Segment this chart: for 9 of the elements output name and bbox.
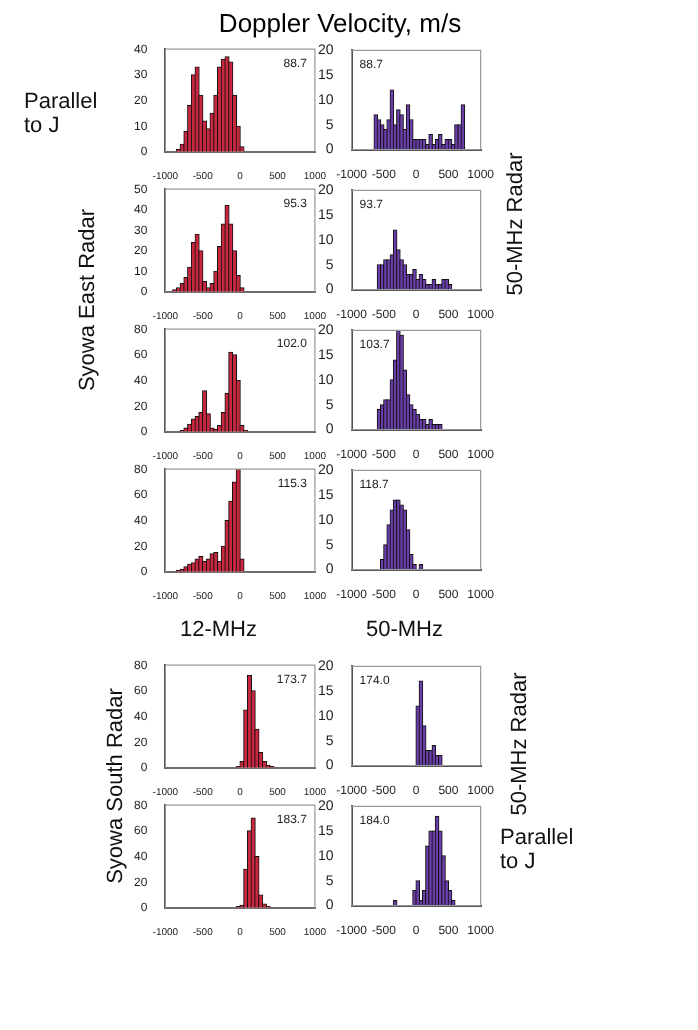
text: Syowa South Radar — [104, 688, 128, 884]
text: 50-MHz Radar — [508, 672, 532, 816]
text: 12-MHz — [180, 618, 258, 642]
text: Parallel to J — [500, 826, 576, 874]
text: Parallel to J — [24, 90, 100, 138]
chart-title: Doppler Velocity, m/s — [218, 8, 462, 38]
text: 50-MHz — [366, 618, 444, 642]
text: Syowa East Radar — [76, 208, 100, 392]
text: 50-MHz Radar — [504, 152, 528, 296]
